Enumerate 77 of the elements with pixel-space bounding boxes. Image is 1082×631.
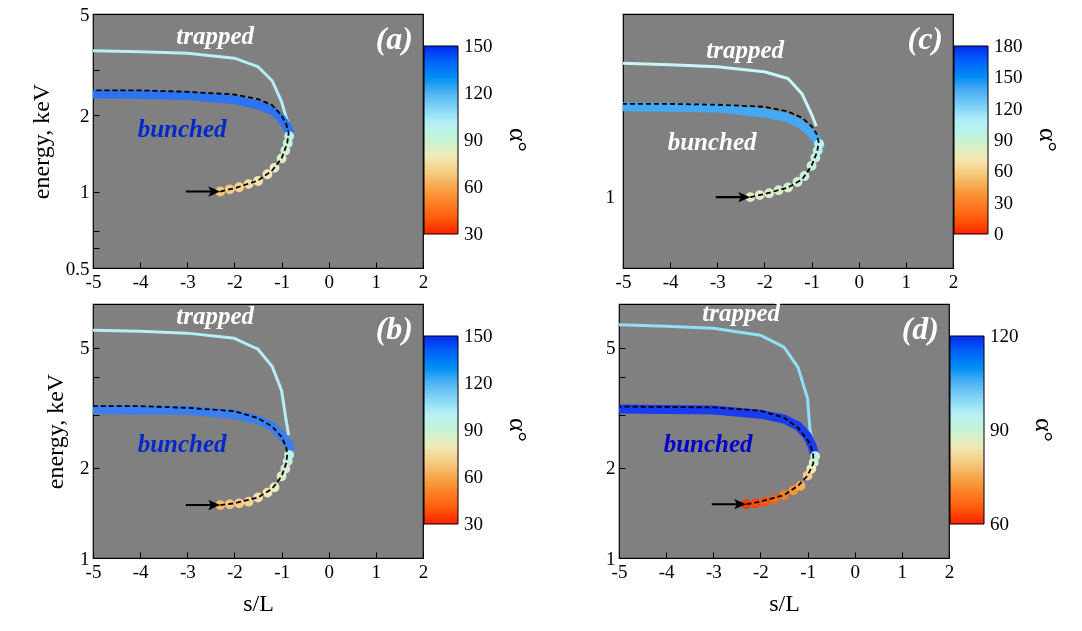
x-tick-label: 1 [371,270,382,292]
x-tick-label: -2 [757,270,773,292]
x-tick-label: -4 [132,560,150,582]
series-label: bunched [137,115,228,143]
y-tick-label: 5 [80,337,90,359]
color-bar-label: 150 [464,325,493,346]
annotation: (a) [375,20,413,56]
color-bar-label: 90 [990,419,1009,440]
x-tick-label: -1 [804,270,820,292]
color-bar-label: 120 [994,97,1023,119]
x-tick-label: -3 [179,560,196,582]
x-tick-label: 2 [418,560,429,582]
y-axis-title: energy, keV [27,83,54,200]
text: (c) [907,20,943,56]
x-axis-title: s/L [769,589,800,616]
color-bar-label: 90 [464,419,483,440]
y-tick-label: 1 [80,181,90,203]
color-bar-label: 150 [994,66,1023,88]
x-tick-label: 0 [850,560,860,582]
y-tick-label: 0.5 [65,257,90,279]
y-tick-label: 2 [80,104,90,126]
x-axis-title: s/L [243,589,274,616]
x-tick-label: -1 [274,270,290,292]
color-bar-label: 30 [464,223,483,244]
x-tick-label: -4 [658,560,676,582]
color-bar-label: 150 [464,35,493,56]
color-bar-label: 180 [994,35,1023,56]
y-tick-label: 5 [606,337,616,359]
color-bar-label: 60 [464,176,483,197]
color-bar-label: 60 [990,513,1009,534]
x-tick-label: -2 [753,560,769,582]
y-tick-label: 2 [80,457,90,479]
annotation: (d) [901,310,939,346]
x-tick-label: -4 [132,270,150,292]
series-label: bunched [667,128,758,156]
x-tick-label: -3 [705,560,722,582]
y-axis-title: energy, keV [42,373,68,490]
series-label: trapped [702,299,781,327]
y-tick-label: 2 [606,457,616,479]
color-bar-label: 90 [994,129,1013,150]
x-tick-label: 0 [854,270,864,292]
x-tick-label: 2 [418,270,429,292]
color-bar-label: 30 [994,191,1013,213]
x-tick-label: -3 [179,270,196,292]
color-bar-label: 120 [990,325,1019,346]
x-tick-label: 1 [371,560,382,582]
series-label: trapped [176,22,255,50]
x-tick-label: -3 [709,270,726,292]
x-tick-label: 2 [944,560,955,582]
color-bar-label: 90 [464,129,483,150]
series-label: trapped [176,302,255,330]
x-tick-label: -5 [615,270,632,292]
x-tick-label: -2 [227,560,243,582]
x-tick-label: 2 [948,270,959,292]
x-tick-label: 1 [901,270,912,292]
x-tick-label: -4 [662,270,680,292]
color-bar-label: 60 [994,160,1013,182]
x-tick-label: 1 [897,560,908,582]
x-tick-label: -1 [800,560,816,582]
x-tick-label: -2 [227,270,243,292]
x-tick-label: -1 [274,560,290,582]
series-label: bunched [137,430,228,458]
series-label: trapped [706,35,785,63]
annotation: (b) [375,310,413,346]
color-bar-label: 30 [464,513,483,534]
x-tick-label: 0 [324,270,334,292]
color-bar-label: 120 [464,82,493,103]
color-bar-title: α° [1030,417,1059,443]
color-bar-label: 120 [464,372,493,393]
color-bar-title: α° [504,127,533,153]
color-bar-title: α° [1034,127,1063,153]
color-bar-label: 0 [994,223,1004,244]
x-tick-label: 0 [324,560,334,582]
color-bar-title: α° [504,417,533,443]
y-tick-label: 5 [80,3,90,25]
series-label: bunched [663,429,754,457]
color-bar-label: 60 [464,466,483,487]
